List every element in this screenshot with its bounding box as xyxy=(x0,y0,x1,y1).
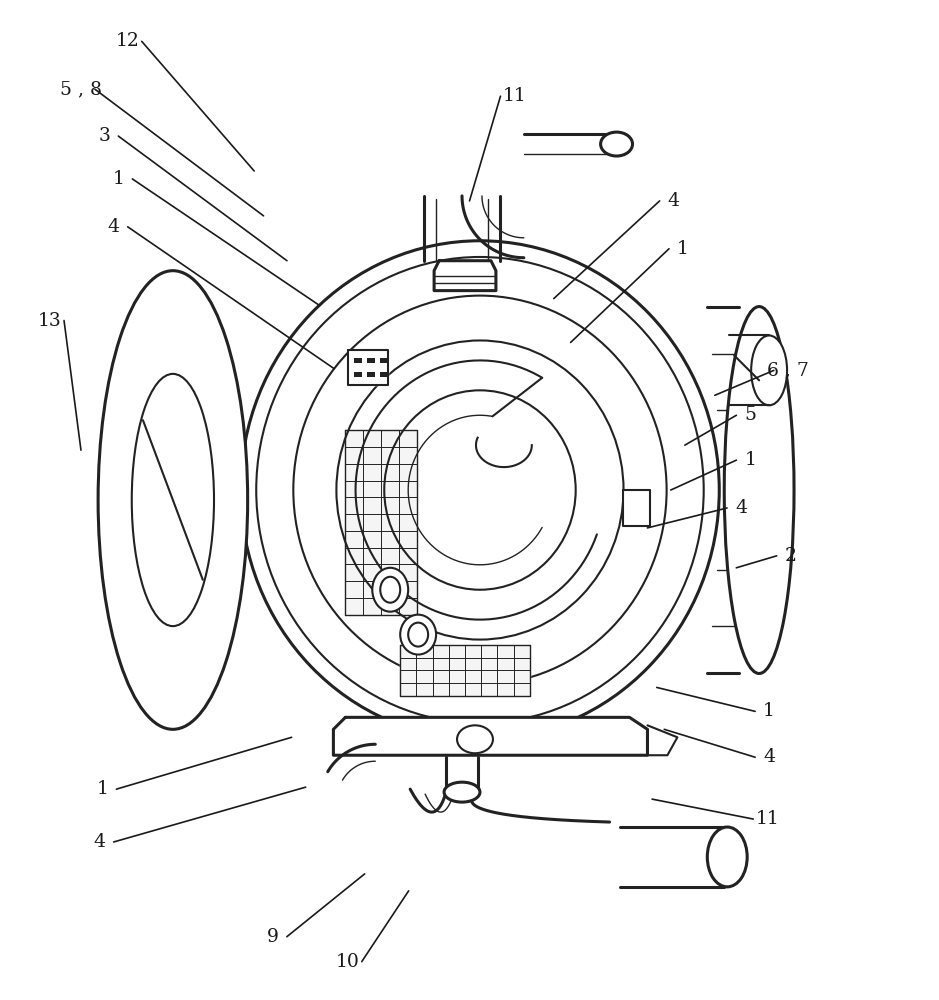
Text: 4: 4 xyxy=(735,499,747,517)
Text: 4: 4 xyxy=(94,833,106,851)
Bar xyxy=(367,372,376,377)
Text: 10: 10 xyxy=(336,953,360,971)
Text: 13: 13 xyxy=(38,312,62,330)
Polygon shape xyxy=(400,645,530,696)
Ellipse shape xyxy=(457,725,493,753)
Ellipse shape xyxy=(400,615,436,655)
Bar xyxy=(380,372,388,377)
Ellipse shape xyxy=(751,335,787,405)
Text: 11: 11 xyxy=(502,87,527,105)
Text: 4: 4 xyxy=(668,192,680,210)
Text: 12: 12 xyxy=(115,32,140,50)
Ellipse shape xyxy=(724,307,794,673)
Bar xyxy=(380,358,388,363)
Polygon shape xyxy=(333,717,648,755)
Text: 11: 11 xyxy=(755,810,779,828)
Bar xyxy=(354,358,362,363)
Text: 5: 5 xyxy=(745,406,757,424)
Ellipse shape xyxy=(372,568,408,612)
Text: 6 , 7: 6 , 7 xyxy=(767,361,808,379)
Text: 3: 3 xyxy=(99,127,110,145)
Text: 1: 1 xyxy=(677,240,689,258)
Text: 2: 2 xyxy=(785,547,796,565)
Polygon shape xyxy=(623,490,651,526)
Ellipse shape xyxy=(444,782,480,802)
Text: 1: 1 xyxy=(97,780,108,798)
Polygon shape xyxy=(348,350,388,385)
Ellipse shape xyxy=(98,271,248,729)
Text: 1: 1 xyxy=(763,702,775,720)
Ellipse shape xyxy=(601,132,633,156)
Text: 4: 4 xyxy=(763,748,775,766)
Bar xyxy=(354,372,362,377)
Text: 1: 1 xyxy=(745,451,756,469)
Bar xyxy=(367,358,376,363)
Text: 9: 9 xyxy=(267,928,279,946)
Text: 1: 1 xyxy=(113,170,124,188)
Text: 4: 4 xyxy=(108,218,120,236)
Text: 5 , 8: 5 , 8 xyxy=(60,80,102,98)
Polygon shape xyxy=(434,261,496,291)
Polygon shape xyxy=(346,430,417,615)
Polygon shape xyxy=(648,725,677,755)
Ellipse shape xyxy=(707,827,747,887)
